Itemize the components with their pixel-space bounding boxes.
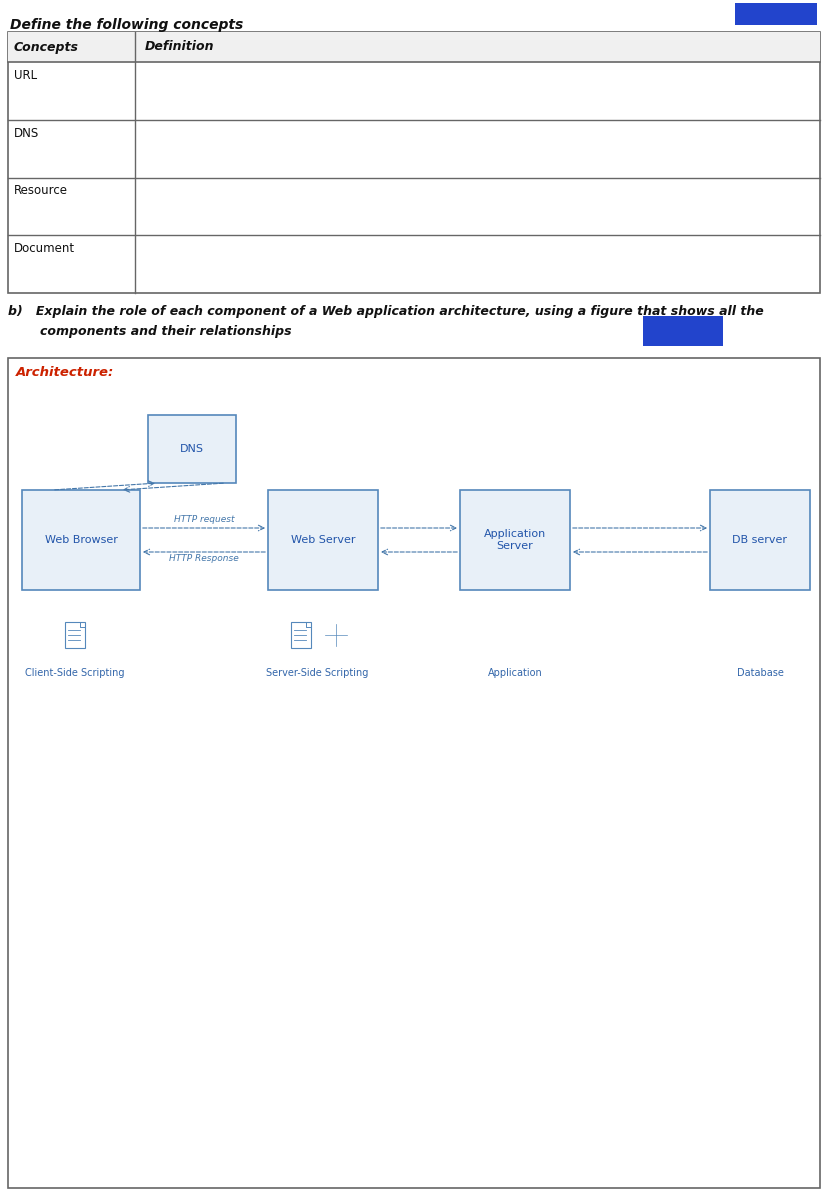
Text: Architecture:: Architecture: [16, 366, 114, 379]
Text: Definition: Definition [145, 41, 215, 54]
Bar [8, 358, 820, 1188]
Bar [291, 622, 311, 648]
Bar [735, 2, 817, 25]
Text: HTTP request: HTTP request [174, 515, 235, 524]
Text: Client-Side Scripting: Client-Side Scripting [25, 668, 125, 678]
Text: Application
Server: Application Server [483, 529, 546, 551]
Bar [268, 490, 378, 590]
Text: DB server: DB server [732, 535, 787, 545]
Text: Define the following concepts: Define the following concepts [10, 18, 243, 32]
Text: Document: Document [14, 242, 75, 256]
Bar [8, 32, 820, 293]
Bar [22, 490, 140, 590]
Text: HTTP Response: HTTP Response [170, 554, 239, 563]
Text: DNS: DNS [14, 127, 39, 139]
Text: Web Server: Web Server [291, 535, 355, 545]
Text: Database: Database [736, 668, 783, 678]
Text: Web Browser: Web Browser [44, 535, 118, 545]
Text: DNS: DNS [180, 444, 204, 454]
Bar [710, 490, 810, 590]
Text: components and their relationships: components and their relationships [40, 325, 291, 338]
Bar [8, 32, 820, 62]
Bar [643, 316, 723, 346]
Text: Concepts: Concepts [14, 41, 79, 54]
Bar [65, 622, 85, 648]
Text: Application: Application [488, 668, 543, 678]
Circle shape [325, 624, 347, 646]
Text: Server-Side Scripting: Server-Side Scripting [266, 668, 369, 678]
Bar [460, 490, 570, 590]
Text: b)   Explain the role of each component of a Web application architecture, using: b) Explain the role of each component of… [8, 305, 764, 318]
Text: URL: URL [14, 68, 37, 82]
Text: Resource: Resource [14, 185, 68, 198]
Bar [148, 415, 236, 482]
